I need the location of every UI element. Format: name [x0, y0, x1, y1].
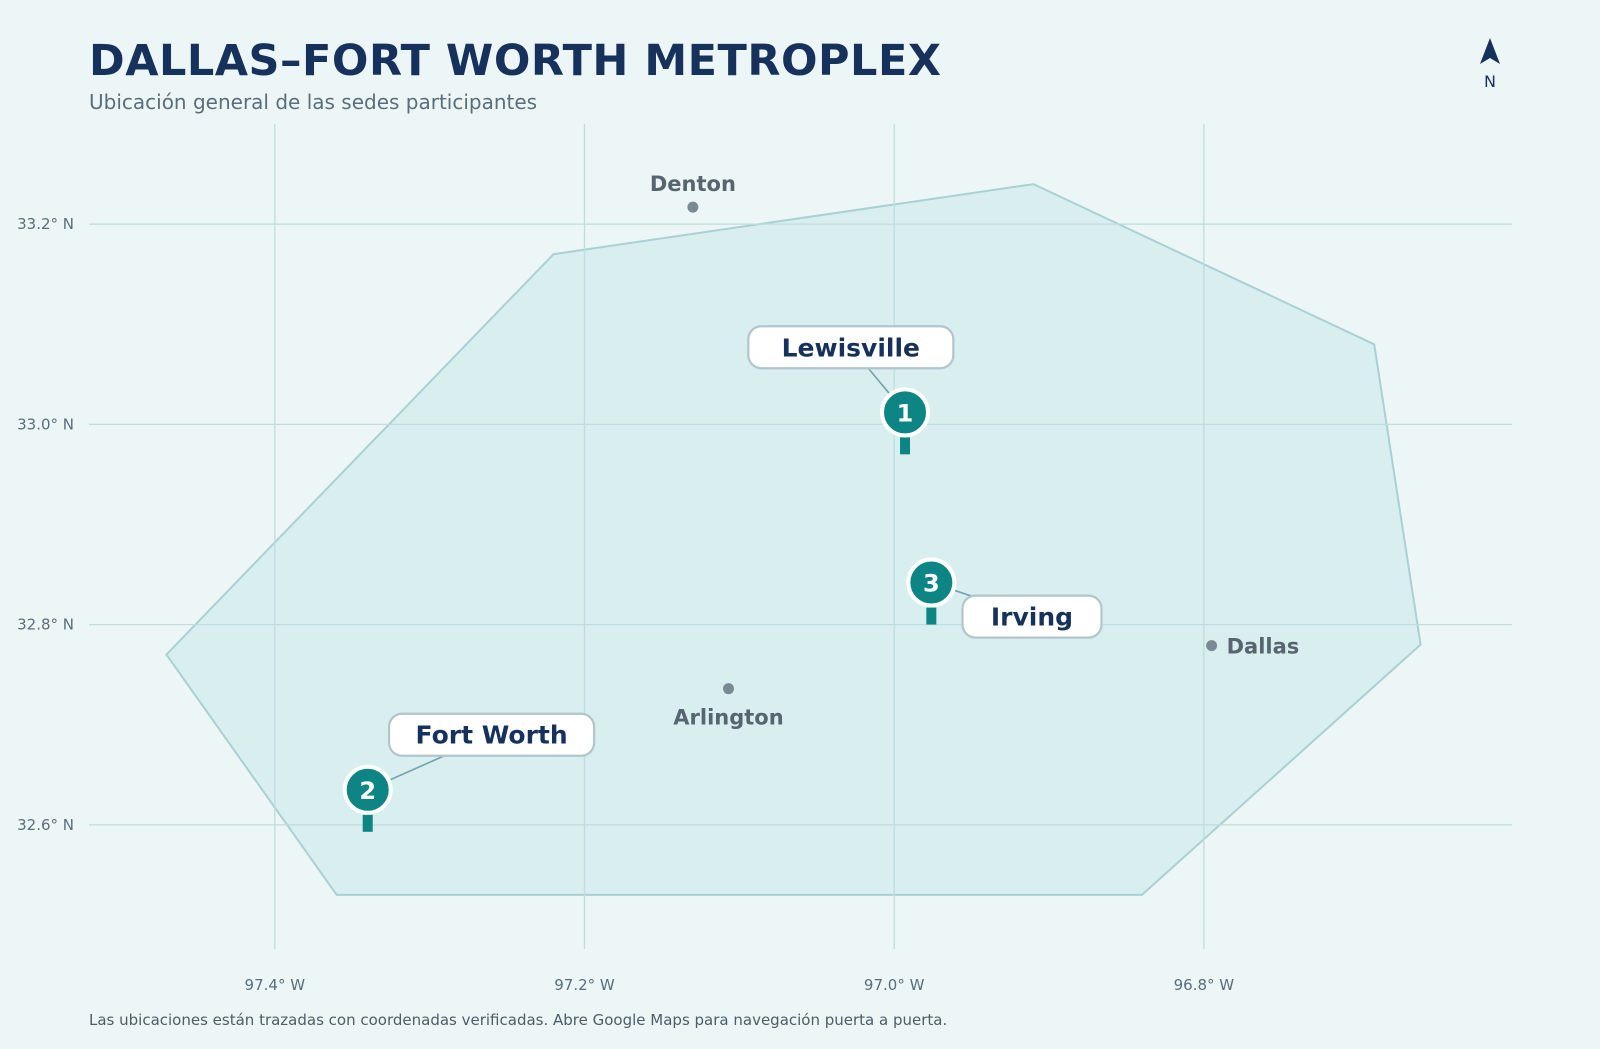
venue-label-box — [747, 325, 955, 370]
city-dot — [687, 201, 699, 213]
venue-label: Irving — [991, 603, 1073, 632]
map-title: DALLAS–FORT WORTH METROPLEX — [89, 36, 942, 86]
venue-number: 2 — [359, 777, 376, 805]
venue-marker — [342, 764, 393, 815]
city-arlington[interactable]: Arlington — [673, 683, 784, 730]
longitude-tick-label: 96.8° W — [1174, 976, 1235, 994]
city-dallas[interactable]: Dallas — [1206, 635, 1299, 659]
venue-label-box — [387, 712, 596, 757]
venue-label: Lewisville — [782, 333, 920, 362]
latitude-tick-label: 32.8° N — [17, 616, 74, 634]
city-label: Dallas — [1227, 635, 1300, 659]
longitude-tick-label: 97.2° W — [554, 976, 615, 994]
latitude-tick-label: 32.6° N — [17, 816, 74, 834]
pin-stem — [900, 437, 911, 455]
venue-irving[interactable]: Irving 3 — [906, 557, 1103, 639]
latitude-tick-label: 33.0° N — [17, 415, 74, 433]
gridlines — [89, 124, 1512, 949]
venue-marker — [906, 557, 957, 608]
venue-number: 3 — [923, 570, 940, 598]
city-label: Denton — [650, 172, 736, 196]
longitude-tick-label: 97.0° W — [864, 976, 925, 994]
venue-lewisville[interactable]: Lewisville 1 — [747, 325, 955, 455]
longitude-tick-label: 97.4° W — [245, 976, 306, 994]
latitude-tick-label: 33.2° N — [17, 215, 74, 233]
venue-number: 1 — [897, 399, 914, 427]
venue-label-box — [961, 594, 1103, 639]
pin-stem — [926, 607, 937, 625]
north-label: N — [1484, 72, 1496, 91]
footnote: Las ubicaciones están trazadas con coord… — [89, 1011, 948, 1029]
city-dot — [1206, 640, 1218, 652]
city-denton[interactable]: Denton — [650, 172, 736, 213]
venue-label: Fort Worth — [416, 721, 568, 750]
venue-fort-worth[interactable]: Fort Worth 2 — [342, 712, 596, 832]
pin-stem — [362, 814, 373, 832]
city-label: Arlington — [673, 706, 783, 730]
venue-marker — [880, 387, 931, 438]
north-arrow-icon — [1480, 38, 1500, 64]
map-subtitle: Ubicación general de las sedes participa… — [89, 90, 538, 114]
city-dot — [722, 683, 734, 695]
